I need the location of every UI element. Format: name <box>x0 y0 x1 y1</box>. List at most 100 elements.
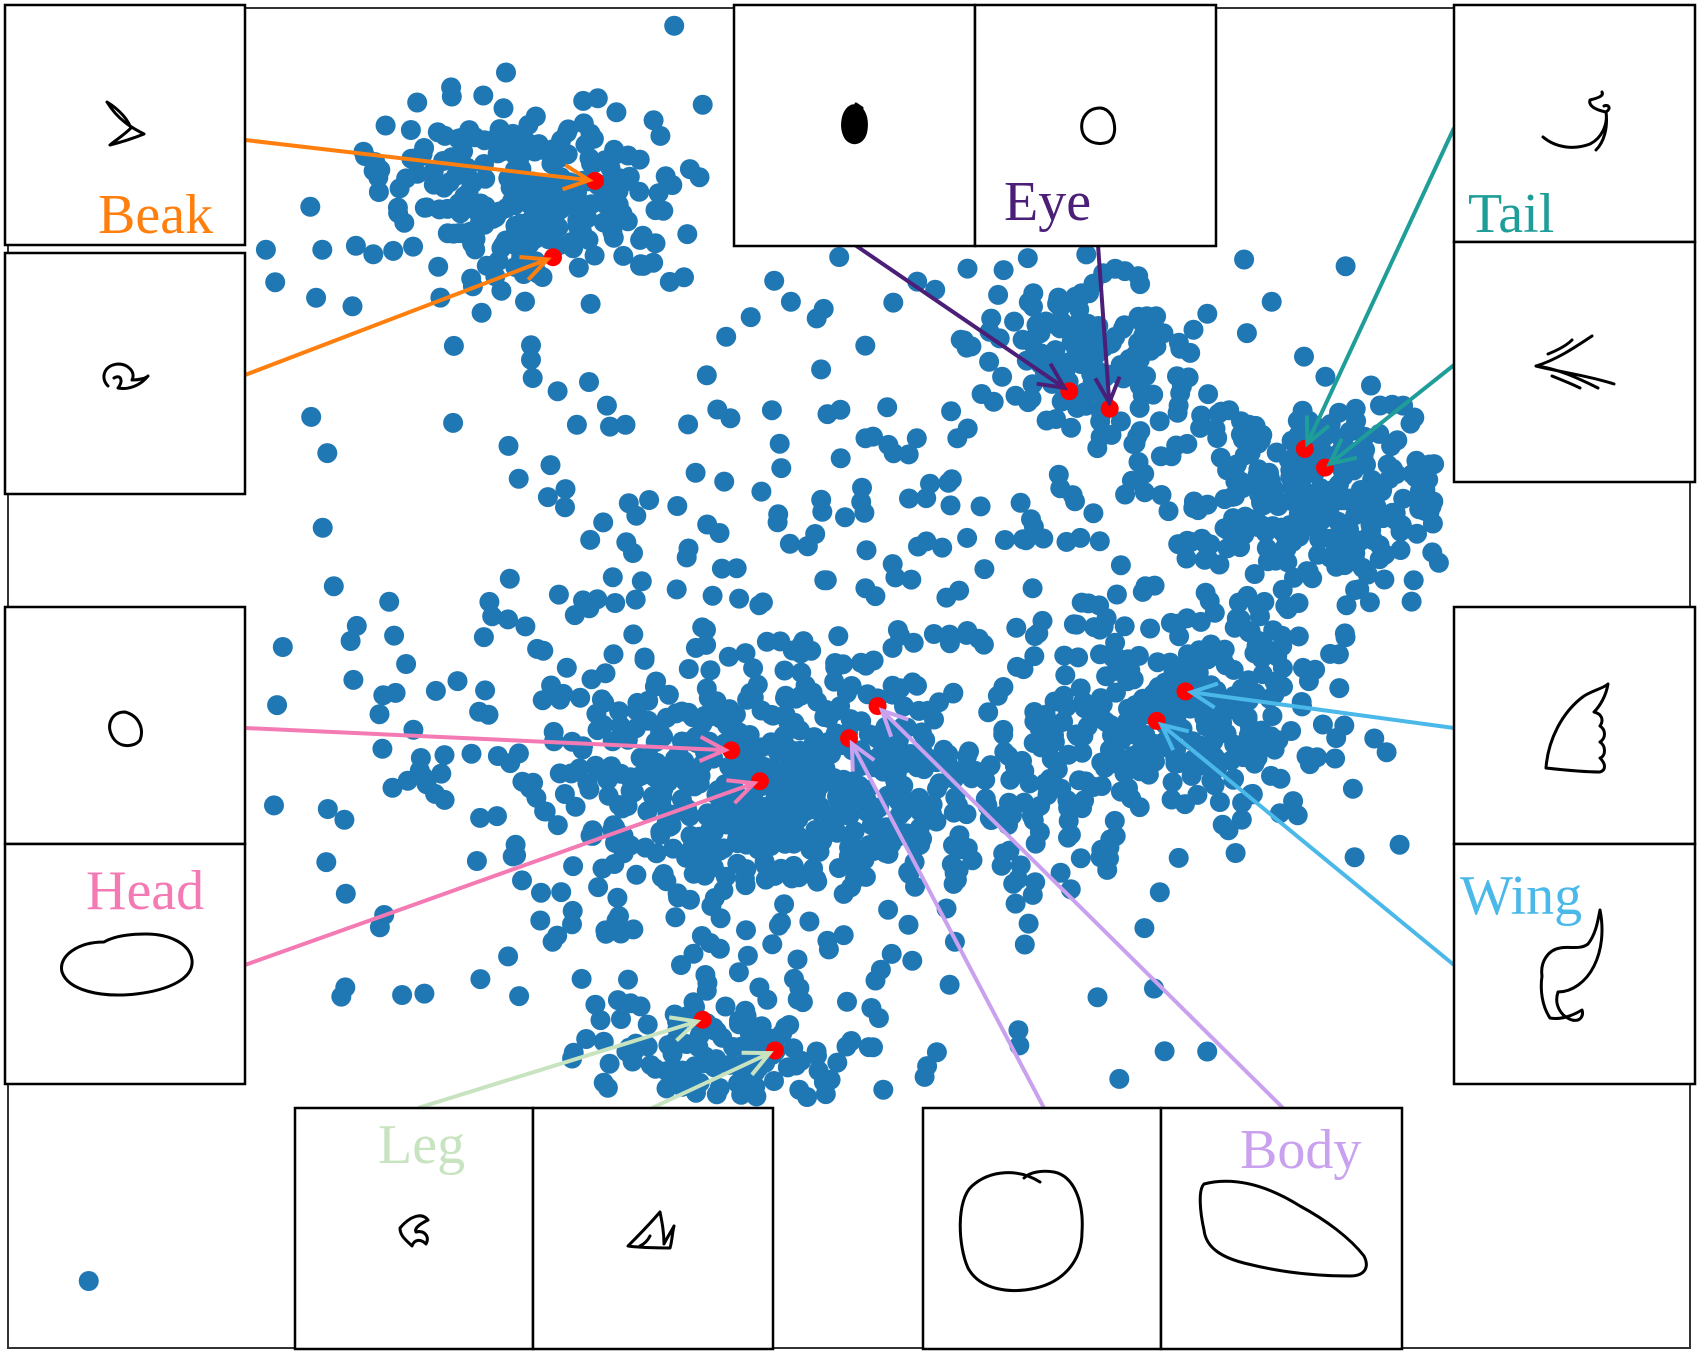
scatter-point <box>1264 684 1285 705</box>
scatter-point <box>651 792 672 813</box>
scatter-point <box>478 704 499 725</box>
scatter-point <box>626 505 647 526</box>
scatter-point <box>518 186 539 207</box>
highlight-point-head <box>750 772 769 791</box>
scatter-point <box>593 1072 614 1093</box>
scatter-point <box>609 906 629 927</box>
scatter-point <box>1234 249 1255 270</box>
scatter-point <box>255 239 276 260</box>
scatter-point <box>685 462 706 483</box>
scatter-point <box>1409 481 1430 501</box>
arrow-body <box>849 739 1046 1109</box>
scatter-point <box>875 842 896 863</box>
scatter-point <box>683 992 704 1013</box>
scatter-point <box>1424 454 1445 475</box>
scatter-point <box>729 588 750 609</box>
scatter-point <box>1305 659 1326 680</box>
scatter-point <box>1151 485 1172 505</box>
scatter-point <box>533 640 554 661</box>
label-beak: Beak <box>98 184 213 246</box>
scatter-point <box>646 843 667 864</box>
scatter-point <box>453 141 474 162</box>
scatter-point <box>852 477 872 498</box>
scatter-point <box>799 911 820 932</box>
scatter-point <box>903 632 924 653</box>
scatter-point <box>1357 564 1378 585</box>
scatter-point <box>1077 314 1098 335</box>
scatter-point <box>653 864 674 884</box>
scatter-point <box>993 260 1014 281</box>
scatter-point <box>807 1045 827 1066</box>
scatter-point <box>555 479 576 500</box>
scatter-point <box>1284 567 1304 588</box>
scatter-point <box>607 887 628 908</box>
scatter-point <box>384 625 405 646</box>
scatter-point <box>1134 918 1155 939</box>
label-head: Head <box>86 860 204 922</box>
scatter-point <box>267 695 288 716</box>
scatter-point <box>443 412 464 433</box>
scatter-point <box>579 779 600 800</box>
scatter-point <box>637 1014 658 1035</box>
scatter-point <box>1018 913 1039 934</box>
scatter-point <box>695 965 716 985</box>
scatter-point <box>403 236 424 257</box>
scatter-point <box>1177 608 1197 629</box>
scatter-point <box>425 680 446 701</box>
scatter-point <box>807 691 828 712</box>
scatter-point <box>1387 430 1408 451</box>
scatter-point <box>1046 409 1066 429</box>
scatter-point <box>353 141 374 162</box>
scatter-point <box>780 291 801 312</box>
scatter-point <box>1261 765 1281 786</box>
scatter-point <box>844 821 865 842</box>
leg-claw-sketch-icon <box>398 1214 430 1248</box>
scatter-point <box>1165 753 1186 774</box>
scatter-point <box>396 654 417 674</box>
scatter-point <box>1302 499 1323 520</box>
scatter-point <box>379 591 400 612</box>
scatter-point <box>410 146 431 167</box>
scatter-point <box>739 725 760 745</box>
scatter-point <box>1089 619 1110 640</box>
scatter-point <box>1403 570 1424 591</box>
scatter-point <box>1175 657 1196 678</box>
beak-sketch-icon <box>105 100 146 147</box>
scatter-point <box>1032 610 1053 631</box>
scatter-point <box>709 523 730 543</box>
scatter-point <box>1247 630 1268 651</box>
scatter-point <box>851 491 872 512</box>
scatter-point <box>1035 311 1056 332</box>
scatter-point <box>764 1071 784 1091</box>
scatter-point <box>1214 489 1235 510</box>
scatter-point <box>1053 685 1074 706</box>
panel-beak-2 <box>3 251 247 496</box>
scatter-point <box>1374 569 1395 590</box>
scatter-point <box>1023 516 1044 537</box>
scatter-point <box>1310 478 1331 499</box>
scatter-point <box>1054 645 1075 666</box>
scatter-point <box>389 178 410 199</box>
scatter-point <box>334 809 355 830</box>
scatter-point <box>1400 413 1421 434</box>
panel-eye-2 <box>973 3 1218 248</box>
scatter-point <box>783 855 804 876</box>
scatter-point <box>1390 540 1411 560</box>
scatter-point <box>881 943 902 964</box>
scatter-point <box>573 113 594 134</box>
scatter-point <box>543 721 564 742</box>
scatter-point <box>678 659 699 679</box>
annotation-arrows <box>244 127 1456 1110</box>
scatter-point <box>579 148 600 169</box>
scatter-point <box>407 92 428 113</box>
scatter-point <box>841 1031 862 1051</box>
scatter-point <box>1228 592 1249 613</box>
scatter-point <box>803 858 824 879</box>
scatter-point <box>924 709 944 730</box>
scatter-point <box>1070 678 1091 699</box>
scatter-point <box>902 950 923 971</box>
scatter-point <box>1210 447 1231 468</box>
scatter-point <box>1069 770 1089 791</box>
scatter-point <box>892 801 913 822</box>
scatter-point <box>882 675 903 696</box>
